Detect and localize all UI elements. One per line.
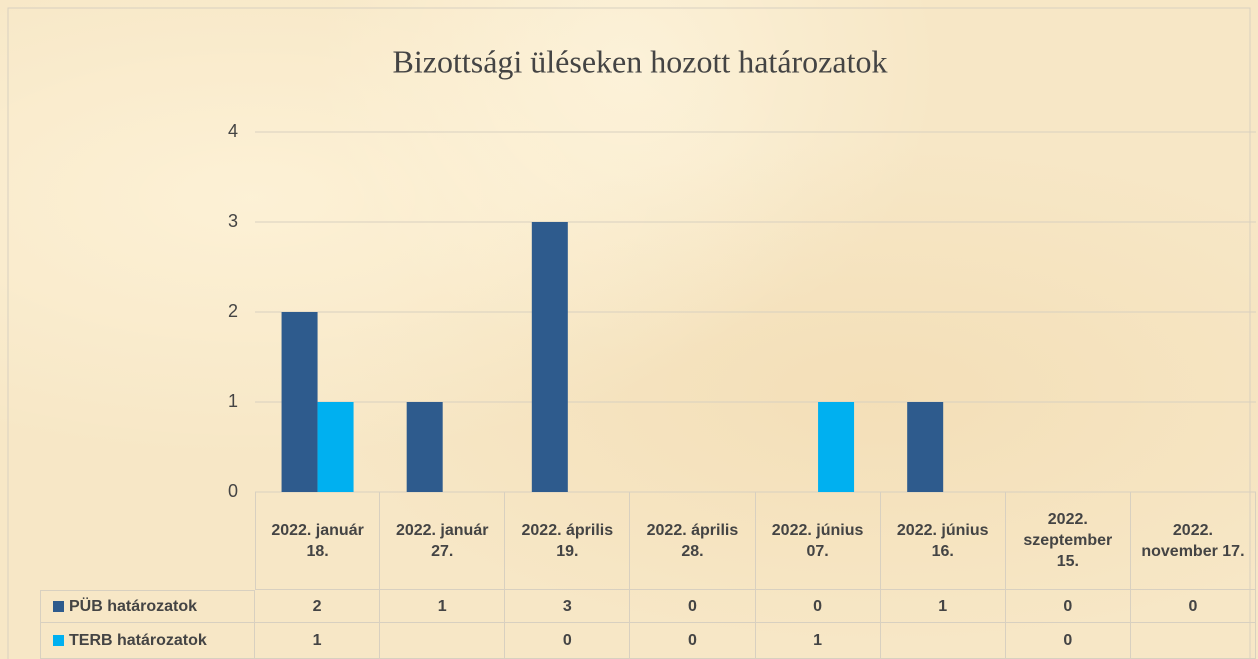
data-table-cell: 0: [1005, 623, 1131, 659]
chart-title: Bizottsági üléseken hozott határozatok: [393, 43, 888, 79]
bar: [907, 402, 944, 492]
bar: [317, 402, 354, 492]
data-table-cell: [880, 623, 1006, 659]
x-tick-label: 2022. január 27.: [380, 492, 506, 590]
x-tick-label: 2022. június 16.: [880, 492, 1006, 590]
data-table-cell: 0: [630, 623, 756, 659]
legend-entry: PÜB határozatok: [40, 590, 255, 623]
data-table-cell: 0: [630, 590, 756, 623]
legend-entry: TERB határozatok: [40, 623, 255, 659]
x-tick-label: 2022. szeptember 15.: [1005, 492, 1131, 590]
y-tick-label: 2: [228, 301, 238, 321]
bar: [281, 312, 318, 492]
data-table-cell: 1: [755, 623, 881, 659]
y-tick-label: 3: [228, 211, 238, 231]
data-table-cell: [380, 623, 506, 659]
x-tick-label: 2022. november 17.: [1130, 492, 1256, 590]
y-tick-label: 4: [228, 121, 238, 141]
legend-swatch: [53, 601, 64, 612]
data-table-cell: 2: [255, 590, 381, 623]
bar: [406, 402, 443, 492]
legend-swatch: [53, 635, 64, 646]
frame: [7, 7, 1251, 659]
x-tick-label: 2022. április 19.: [505, 492, 631, 590]
y-tick-label: 1: [228, 391, 238, 411]
data-table-cell: 3: [505, 590, 631, 623]
x-tick-label: 2022. június 07.: [755, 492, 881, 590]
data-table-cell: 1: [380, 590, 506, 623]
data-table-cell: 0: [755, 590, 881, 623]
data-table-cell: 0: [1130, 590, 1256, 623]
x-tick-label: 2022. január 18.: [255, 492, 381, 590]
data-table-cell: 1: [255, 623, 381, 659]
y-tick-label: 0: [228, 481, 238, 501]
legend-label: TERB határozatok: [69, 632, 207, 649]
data-table-cell: 0: [1005, 590, 1131, 623]
data-table-cell: [1130, 623, 1256, 659]
legend-label: PÜB határozatok: [69, 598, 198, 615]
bar: [818, 402, 855, 492]
bar: [531, 222, 568, 492]
x-tick-label: 2022. április 28.: [630, 492, 756, 590]
data-table-cell: 1: [880, 590, 1006, 623]
data-table-cell: 0: [505, 623, 631, 659]
